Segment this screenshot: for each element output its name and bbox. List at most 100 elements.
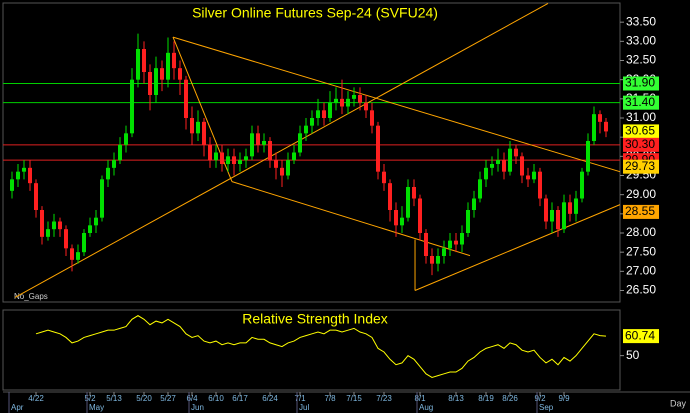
candle-body <box>208 144 212 161</box>
x-unit-label: Day <box>670 398 687 408</box>
candle-body <box>292 152 296 161</box>
candle-body <box>400 217 404 226</box>
x-tick-label: 6/4 <box>186 394 198 403</box>
candle-body <box>238 160 242 164</box>
price-tag-label: 30.65 <box>625 124 655 138</box>
x-tick-label: 9/2 <box>534 394 546 403</box>
candle-body <box>358 95 362 103</box>
month-label: Aug <box>419 403 433 412</box>
candle-body <box>334 98 338 103</box>
month-label: Jun <box>191 403 204 412</box>
candle-body <box>256 133 260 145</box>
gap-note: No_Gaps <box>14 292 48 301</box>
candle-body <box>472 198 476 210</box>
candle-body <box>16 171 20 180</box>
x-tick-label: 7/8 <box>324 394 336 403</box>
candle-body <box>490 164 494 168</box>
candle-body <box>346 98 350 107</box>
candle-body <box>28 167 32 184</box>
candle-body <box>268 141 272 161</box>
candle-body <box>442 248 446 256</box>
candle-body <box>106 167 110 180</box>
price-tag-label: 31.40 <box>625 95 655 109</box>
candle-body <box>142 49 146 72</box>
price-tag-label: 31.90 <box>625 76 655 90</box>
rsi-title: Relative Strength Index <box>242 311 388 327</box>
candle-body <box>562 202 566 230</box>
candle-body <box>484 167 488 180</box>
candle-body <box>280 167 284 176</box>
candle-body <box>592 114 596 141</box>
candle-body <box>430 256 434 264</box>
x-tick-label: 8/13 <box>448 394 464 403</box>
candle-body <box>52 221 56 230</box>
x-tick-label: 6/24 <box>262 394 278 403</box>
y-tick-label: 29.00 <box>626 187 656 201</box>
x-tick-label: 5/2 <box>84 394 96 403</box>
y-tick-label: 33.00 <box>626 34 656 48</box>
candle-body <box>580 171 584 199</box>
candle-body <box>232 156 236 164</box>
y-tick-label: 27.00 <box>626 264 656 278</box>
candle-body <box>190 118 194 134</box>
candle-body <box>508 148 512 172</box>
candle-body <box>538 171 542 199</box>
price-tag <box>623 95 659 110</box>
candle-body <box>136 49 140 80</box>
candle-body <box>496 160 500 164</box>
candle-body <box>598 114 602 122</box>
candle-body <box>352 95 356 99</box>
candle-body <box>544 198 548 222</box>
candle-body <box>418 198 422 233</box>
candle-body <box>250 133 254 157</box>
candle-body <box>328 102 332 118</box>
y-tick-label: 31.00 <box>626 110 656 124</box>
candle-body <box>532 171 536 180</box>
candle-body <box>88 225 92 233</box>
candle-body <box>34 183 38 210</box>
candle-body <box>286 160 290 176</box>
candle-body <box>124 133 128 145</box>
chart-title: Silver Online Futures Sep-24 (SVFU24) <box>192 5 438 21</box>
candle-body <box>196 121 200 134</box>
candle-body <box>58 221 62 230</box>
price-tag <box>623 76 659 91</box>
candle-body <box>382 171 386 184</box>
candle-body <box>322 110 326 118</box>
candle-body <box>76 252 80 260</box>
price-tag <box>623 137 659 152</box>
month-label: Sep <box>539 403 554 412</box>
price-tag <box>623 159 659 174</box>
rsi-tick-label: 50 <box>626 348 640 362</box>
price-tag-label: 30.30 <box>625 137 655 151</box>
candle-body <box>214 152 218 161</box>
candle-body <box>388 183 392 210</box>
candle-body <box>364 102 368 111</box>
candle-body <box>340 98 344 107</box>
candle-body <box>10 179 14 191</box>
candle-body <box>220 152 224 164</box>
x-tick-label: 5/27 <box>160 394 176 403</box>
candle-body <box>148 72 152 95</box>
x-tick-label: 7/23 <box>376 394 392 403</box>
candle-body <box>574 198 578 214</box>
month-label: Jul <box>299 403 309 412</box>
candle-body <box>184 79 188 118</box>
candle-body <box>448 240 452 249</box>
candle-body <box>178 68 182 80</box>
rsi-tag-label: 60.74 <box>625 328 655 342</box>
x-tick-label: 4/22 <box>28 394 44 403</box>
candle-body <box>436 256 440 264</box>
candle-body <box>304 125 308 134</box>
candle-body <box>166 52 170 80</box>
candle-body <box>172 52 176 69</box>
candle-body <box>298 133 302 153</box>
candle-body <box>520 156 524 176</box>
candle-body <box>94 217 98 226</box>
candle-body <box>550 210 554 222</box>
x-tick-label: 8/1 <box>414 394 426 403</box>
y-tick-label: 33.50 <box>626 14 656 28</box>
candle-body <box>274 160 278 168</box>
price-panel-frame <box>2 2 621 303</box>
